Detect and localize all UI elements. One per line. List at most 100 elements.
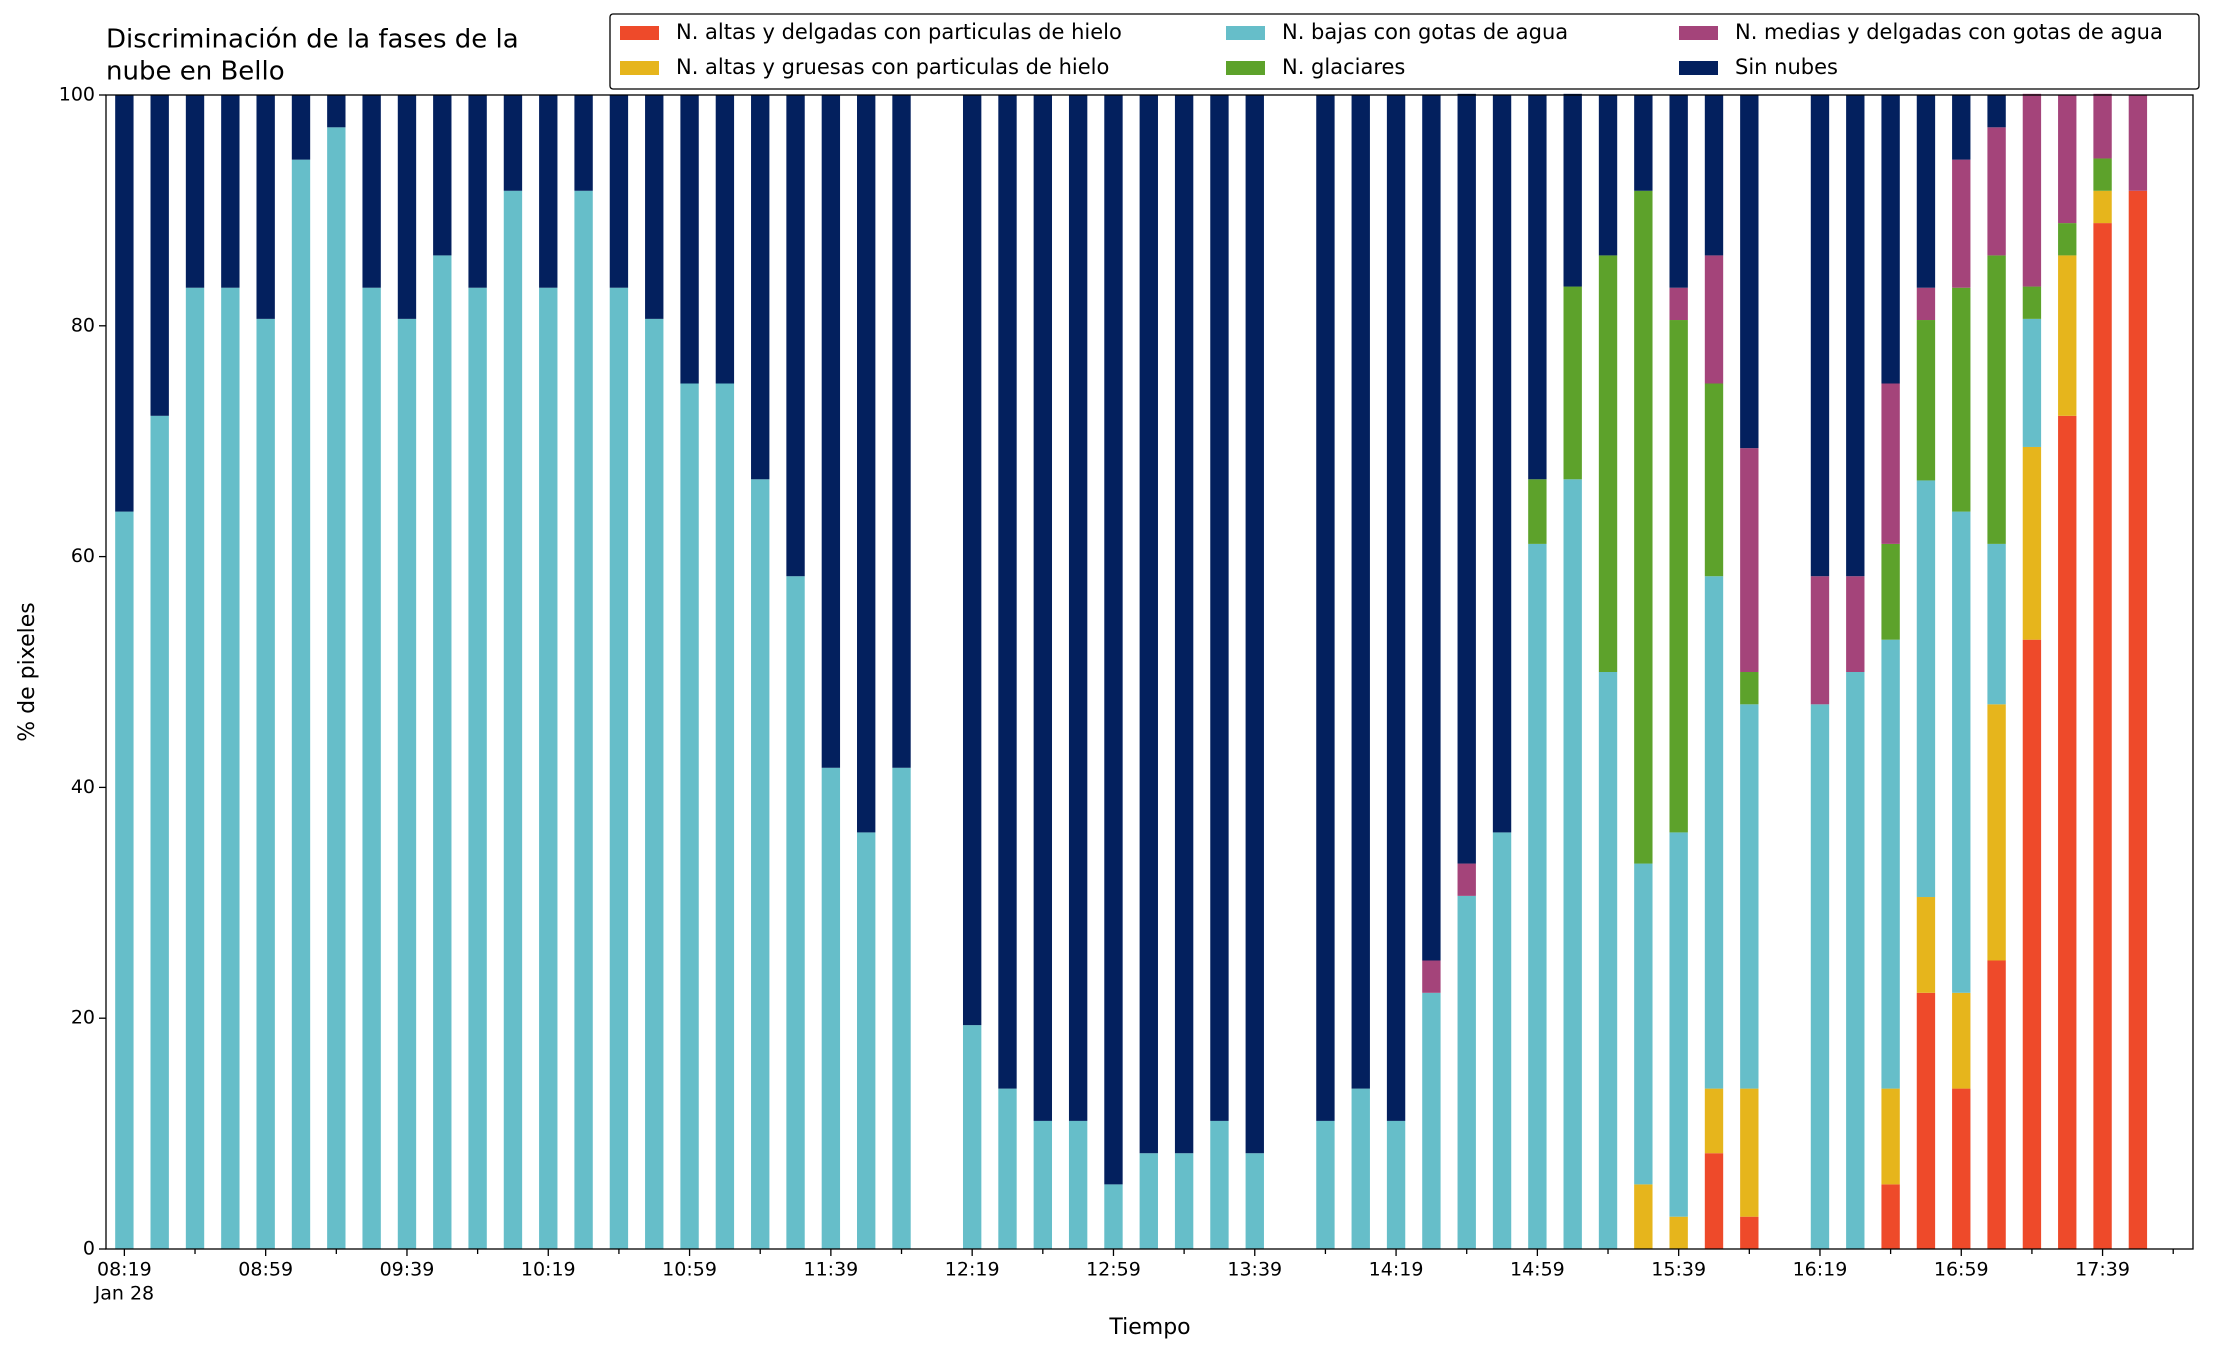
y-axis-label: % de pixeles: [15, 602, 40, 741]
bar-segment: [291, 95, 311, 160]
bar-segment: [327, 127, 346, 1249]
bar-segment: [2093, 158, 2112, 191]
bar-segment: [1810, 576, 1830, 705]
bar-segment: [1634, 1184, 1653, 1249]
x-tick-label: 14:19: [1369, 1259, 1424, 1281]
bar-segment: [1528, 479, 1547, 544]
bar-segment: [751, 479, 770, 1250]
bar-segment: [327, 95, 346, 128]
x-date-label: Jan 28: [94, 1283, 155, 1305]
legend-label: Sin nubes: [1735, 55, 1838, 79]
bar-segment: [998, 95, 1017, 1089]
x-tick-label: 13:39: [1227, 1259, 1282, 1281]
bar-segment: [1669, 320, 1688, 833]
bar-segment: [1104, 95, 1123, 1185]
y-tick-label: 20: [71, 1007, 95, 1029]
bar-segment: [2022, 93, 2042, 287]
bar-segment: [680, 383, 699, 1249]
x-tick-label: 11:39: [803, 1259, 858, 1281]
x-tick-label: 09:39: [380, 1259, 435, 1281]
bar-segment: [362, 287, 381, 1249]
bar-segment: [1952, 992, 1971, 1089]
bar-segment: [2058, 255, 2077, 416]
bar-segment: [1846, 95, 1865, 577]
bar-segment: [2022, 639, 2042, 1249]
x-tick-label: 15:39: [1651, 1259, 1706, 1281]
bar-segment: [2022, 318, 2042, 447]
bar-segment: [1174, 1153, 1194, 1249]
bar-segment: [1740, 704, 1759, 1089]
legend-box: [609, 13, 2200, 90]
bar-segment: [1740, 95, 1759, 449]
legend-label: N. altas y delgadas con particulas de hi…: [676, 20, 1122, 44]
bar-segment: [256, 318, 275, 1250]
bar-segment: [1386, 95, 1406, 1121]
bar-segment: [2093, 223, 2112, 1249]
bar-segment: [1740, 1216, 1759, 1249]
bar-segment: [221, 95, 240, 288]
bar-segment: [539, 287, 558, 1249]
bar-segment: [1422, 992, 1441, 1249]
x-tick-label: 12:59: [1086, 1259, 1141, 1281]
bar-segment: [291, 159, 311, 1249]
bar-segment: [150, 95, 169, 416]
bar-segment: [1598, 672, 1618, 1249]
legend-swatch: [620, 26, 659, 40]
x-tick-label: 12:19: [945, 1259, 1000, 1281]
bar-segment: [1916, 95, 1936, 288]
bar-segment: [115, 511, 134, 1249]
bar-segment: [1916, 320, 1936, 481]
x-tick-label: 16:59: [1934, 1259, 1989, 1281]
bar-segment: [1952, 159, 1971, 288]
bar-segment: [221, 287, 240, 1249]
bar-segment: [1810, 95, 1830, 577]
bar-segment: [2022, 286, 2042, 319]
bar-segment: [1174, 95, 1194, 1154]
bar-segment: [1987, 704, 2006, 961]
bar-segment: [1563, 93, 1582, 287]
legend-label: N. glaciares: [1282, 55, 1405, 79]
bar-segment: [1704, 255, 1724, 384]
bar-segment: [1669, 287, 1688, 321]
bar-segment: [1952, 1088, 1971, 1249]
bar-segment: [1634, 863, 1653, 1185]
bar-segment: [1528, 95, 1547, 480]
bar-segment: [1386, 1120, 1406, 1249]
bar-segment: [185, 287, 205, 1249]
legend-swatch: [620, 61, 659, 75]
x-tick-label: 08:19: [97, 1259, 152, 1281]
bar-segment: [1881, 383, 1900, 544]
bar-segment: [1669, 832, 1688, 1217]
bar-segment: [1952, 287, 1971, 512]
bar-segment: [2128, 190, 2148, 1250]
legend-label: N. altas y gruesas con particulas de hie…: [676, 55, 1109, 79]
bar-segment: [1598, 95, 1618, 256]
bar-segment: [857, 832, 876, 1249]
bar-segment: [821, 95, 841, 768]
bar-segment: [1704, 383, 1724, 577]
bar-segment: [1457, 895, 1476, 1249]
x-axis-label: Tiempo: [1108, 1315, 1190, 1340]
bar-segment: [115, 95, 134, 512]
bar-segment: [1068, 1120, 1088, 1249]
x-tick-label: 16:19: [1793, 1259, 1848, 1281]
bar-segment: [2128, 95, 2148, 191]
bar-segment: [256, 95, 275, 319]
bar-segment: [1033, 1120, 1053, 1249]
bar-segment: [574, 190, 593, 1250]
bar-segment: [1881, 1088, 1900, 1185]
bar-segment: [645, 318, 664, 1250]
bar-segment: [2093, 93, 2112, 159]
bar-segment: [892, 767, 911, 1249]
bar-segment: [1881, 95, 1900, 384]
bar-segment: [539, 95, 558, 288]
y-tick-label: 60: [71, 545, 95, 567]
bar-segment: [2058, 415, 2077, 1249]
bar-segment: [1810, 704, 1830, 1249]
bar-segment: [715, 383, 735, 1249]
bar-segment: [2058, 223, 2077, 256]
bar-segment: [1987, 95, 2006, 128]
bar-segment: [1704, 1153, 1724, 1249]
bar-segment: [1139, 1153, 1158, 1249]
bar-segment: [1598, 255, 1618, 672]
